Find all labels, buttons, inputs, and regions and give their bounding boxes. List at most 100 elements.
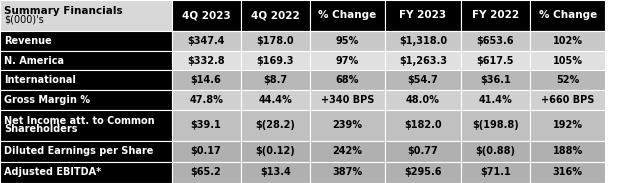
Text: 242%: 242% (333, 146, 362, 156)
Text: +340 BPS: +340 BPS (321, 95, 374, 105)
Bar (461, 31, 530, 51)
Bar (385, 31, 461, 51)
Text: $617.5: $617.5 (477, 55, 514, 66)
Text: $0.17: $0.17 (191, 146, 221, 156)
Text: $332.8: $332.8 (188, 55, 225, 66)
Text: Diluted Earnings per Share: Diluted Earnings per Share (4, 146, 153, 156)
Text: % Change: % Change (538, 10, 597, 20)
Text: $295.6: $295.6 (404, 167, 442, 178)
Text: $8.7: $8.7 (263, 75, 287, 85)
Text: International: International (4, 75, 76, 85)
Bar (310, 162, 385, 183)
Text: 387%: 387% (332, 167, 363, 178)
Bar (310, 141, 385, 162)
Bar (172, 31, 241, 51)
Bar (385, 70, 461, 90)
Text: $182.0: $182.0 (404, 120, 442, 130)
Bar (241, 51, 310, 70)
Text: 48.0%: 48.0% (406, 95, 440, 105)
Text: $(000)'s: $(000)'s (4, 15, 44, 25)
Bar (0, 162, 172, 183)
Bar (385, 141, 461, 162)
Bar (172, 110, 241, 141)
Bar (172, 70, 241, 90)
Text: $653.6: $653.6 (477, 36, 514, 46)
Bar (461, 141, 530, 162)
Bar (461, 90, 530, 110)
Text: $36.1: $36.1 (480, 75, 511, 85)
Bar (530, 110, 605, 141)
Text: Summary Financials: Summary Financials (4, 6, 122, 16)
Text: $1,263.3: $1,263.3 (399, 55, 447, 66)
Bar (461, 162, 530, 183)
Text: 4Q 2022: 4Q 2022 (251, 10, 300, 20)
Text: 4Q 2023: 4Q 2023 (182, 10, 230, 20)
Bar (0, 90, 172, 110)
Text: $71.1: $71.1 (480, 167, 511, 178)
Bar (310, 70, 385, 90)
Bar (385, 110, 461, 141)
Bar (530, 0, 605, 31)
Bar (461, 51, 530, 70)
Bar (530, 90, 605, 110)
Bar (530, 162, 605, 183)
Text: 192%: 192% (553, 120, 582, 130)
Text: $(0.12): $(0.12) (255, 146, 295, 156)
Text: 44.4%: 44.4% (259, 95, 292, 105)
Bar (530, 141, 605, 162)
Text: Shareholders: Shareholders (4, 124, 77, 134)
Text: $169.3: $169.3 (257, 55, 294, 66)
Bar (385, 0, 461, 31)
Text: $178.0: $178.0 (257, 36, 294, 46)
Bar (461, 0, 530, 31)
Bar (310, 110, 385, 141)
Text: 95%: 95% (336, 36, 359, 46)
Text: $54.7: $54.7 (408, 75, 438, 85)
Bar (172, 51, 241, 70)
Bar (0, 70, 172, 90)
Text: 239%: 239% (333, 120, 362, 130)
Text: +660 BPS: +660 BPS (541, 95, 595, 105)
Text: $(0.88): $(0.88) (476, 146, 515, 156)
Bar (0, 51, 172, 70)
Bar (241, 110, 310, 141)
Bar (0, 0, 172, 31)
Text: $347.4: $347.4 (188, 36, 225, 46)
Text: 52%: 52% (556, 75, 579, 85)
Bar (241, 0, 310, 31)
Bar (0, 31, 172, 51)
Text: 105%: 105% (553, 55, 582, 66)
Text: % Change: % Change (318, 10, 377, 20)
Bar (310, 31, 385, 51)
Bar (461, 70, 530, 90)
Text: $14.6: $14.6 (191, 75, 221, 85)
Text: 47.8%: 47.8% (189, 95, 223, 105)
Text: $(198.8): $(198.8) (472, 120, 519, 130)
Bar (530, 31, 605, 51)
Bar (241, 162, 310, 183)
Bar (172, 0, 241, 31)
Bar (241, 141, 310, 162)
Text: 97%: 97% (336, 55, 359, 66)
Text: FY 2022: FY 2022 (472, 10, 519, 20)
Bar (530, 70, 605, 90)
Bar (310, 0, 385, 31)
Text: 102%: 102% (553, 36, 582, 46)
Text: N. America: N. America (4, 55, 64, 66)
Bar (241, 70, 310, 90)
Text: 68%: 68% (336, 75, 359, 85)
Text: $65.2: $65.2 (191, 167, 221, 178)
Bar (172, 162, 241, 183)
Bar (310, 51, 385, 70)
Bar (461, 110, 530, 141)
Text: $(28.2): $(28.2) (255, 120, 295, 130)
Bar (0, 141, 172, 162)
Text: Revenue: Revenue (4, 36, 52, 46)
Bar (385, 51, 461, 70)
Bar (310, 90, 385, 110)
Bar (385, 90, 461, 110)
Bar (530, 51, 605, 70)
Text: Net Income att. to Common: Net Income att. to Common (4, 116, 154, 126)
Text: Gross Margin %: Gross Margin % (4, 95, 90, 105)
Text: $39.1: $39.1 (191, 120, 221, 130)
